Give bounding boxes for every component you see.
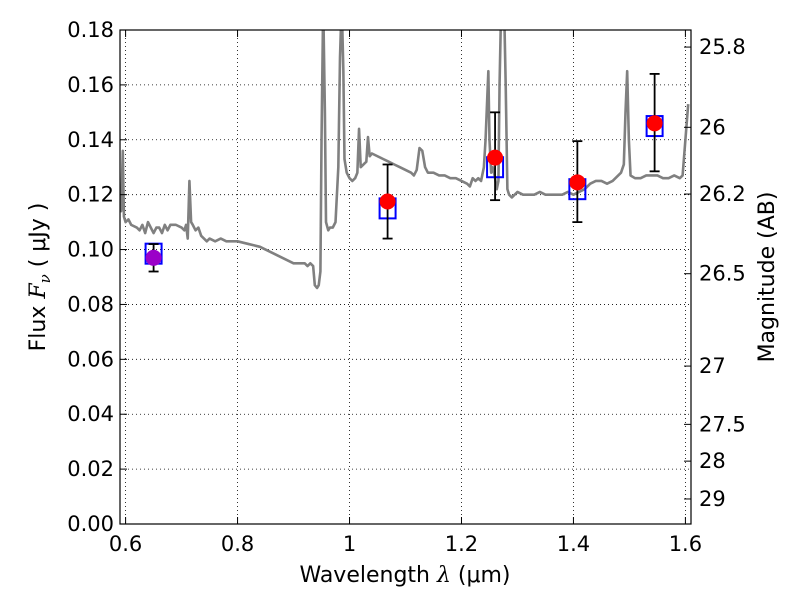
y2-tick-label: 26 bbox=[699, 115, 726, 139]
y2-tick-label: 25.8 bbox=[699, 35, 746, 59]
plot-frame bbox=[119, 29, 692, 525]
y-tick-label: 0.04 bbox=[67, 402, 114, 426]
y-tick-label: 0.00 bbox=[67, 512, 114, 536]
y2-tick-label: 26.2 bbox=[699, 182, 746, 206]
y-tick-label: 0.16 bbox=[67, 73, 114, 97]
observed-point bbox=[145, 249, 162, 266]
y-axis-label: Flux Fν ( μJy ) bbox=[26, 203, 54, 352]
x-tick-label: 0.6 bbox=[109, 532, 142, 556]
observed-point bbox=[646, 115, 663, 132]
x-tick-label: 1.4 bbox=[557, 532, 590, 556]
x-tick-label: 1.6 bbox=[669, 532, 702, 556]
y2-tick-label: 27 bbox=[699, 354, 726, 378]
y-tick-label: 0.14 bbox=[67, 128, 114, 152]
observed-point bbox=[569, 174, 586, 191]
y2-tick-label: 26.5 bbox=[699, 262, 746, 286]
observed-point bbox=[487, 149, 504, 166]
x-tick-label: 1 bbox=[343, 532, 356, 556]
spectrum-line bbox=[120, 30, 690, 290]
x-axis-label: Wavelength λ (μm) bbox=[299, 563, 510, 588]
x-tick-label: 1.2 bbox=[445, 532, 478, 556]
y-tick-label: 0.06 bbox=[67, 347, 114, 371]
y2-axis-label: Magnitude (AB) bbox=[755, 192, 780, 363]
y2-tick-label: 29 bbox=[699, 487, 726, 511]
y-tick-label: 0.12 bbox=[67, 183, 114, 207]
y2-axis-ticks: 25.8 26 26.2 26.5 27 27.5 28 29 bbox=[684, 35, 746, 511]
y-axis-ticks: 0.00 0.02 0.04 0.06 0.08 0.10 0.12 0.14 0.16 0.18 bbox=[67, 18, 127, 536]
observed-point bbox=[379, 193, 396, 210]
grid bbox=[120, 29, 691, 525]
y-tick-label: 0.02 bbox=[67, 457, 114, 481]
clipped-series bbox=[120, 30, 690, 290]
x-tick-label: 0.8 bbox=[221, 532, 254, 556]
y-tick-label: 0.10 bbox=[67, 238, 114, 262]
y2-tick-label: 28 bbox=[699, 449, 726, 473]
y-tick-label: 0.18 bbox=[67, 18, 114, 42]
x-axis-ticks: 0.6 0.8 1 1.2 1.4 1.6 bbox=[109, 30, 702, 556]
plot-series bbox=[120, 30, 690, 290]
y2-tick-label: 27.5 bbox=[699, 412, 746, 436]
y-tick-label: 0.08 bbox=[67, 292, 114, 316]
